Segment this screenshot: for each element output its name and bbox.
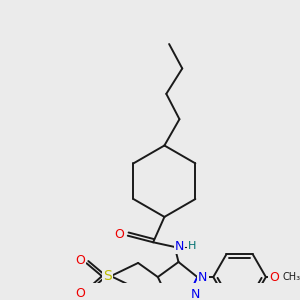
Text: O: O	[269, 271, 279, 284]
Text: N: N	[191, 288, 200, 300]
Text: N: N	[198, 271, 208, 284]
Text: O: O	[75, 286, 85, 299]
Text: N: N	[175, 241, 184, 254]
Text: O: O	[114, 228, 124, 241]
Text: CH₃: CH₃	[283, 272, 300, 282]
Text: H: H	[188, 241, 196, 251]
Text: O: O	[75, 254, 85, 267]
Text: S: S	[103, 269, 112, 283]
